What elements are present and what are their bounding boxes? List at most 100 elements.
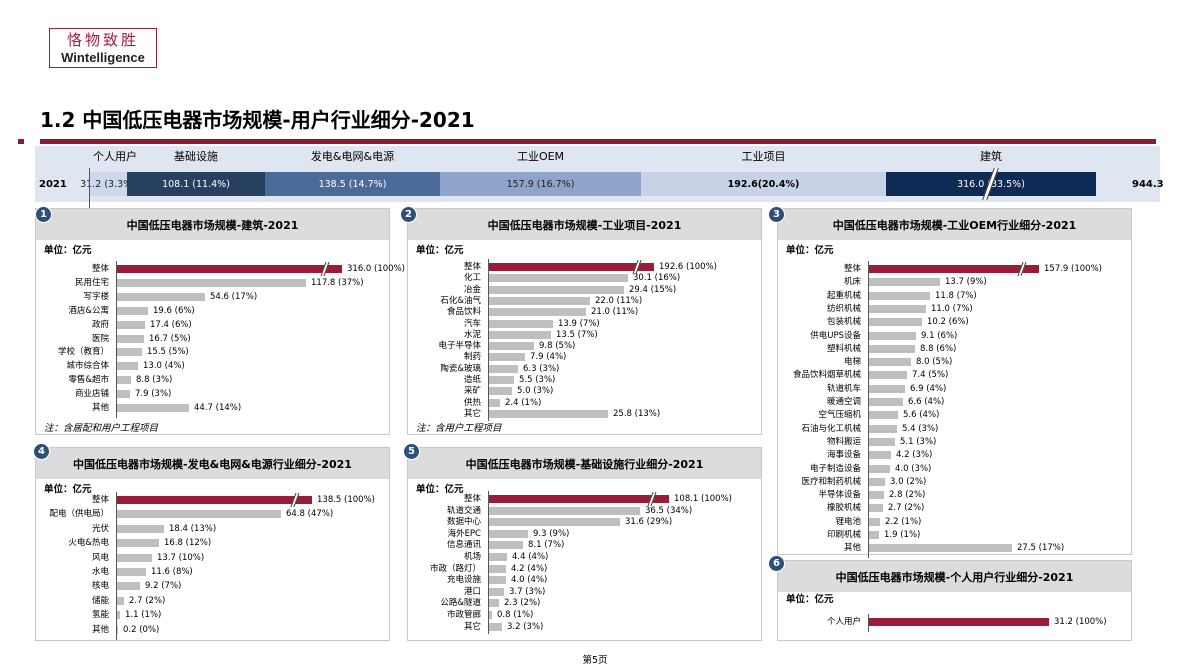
bar-value: 2.7 (2%) (129, 595, 166, 606)
data-bar (869, 424, 897, 433)
panel-number-badge: 3 (768, 206, 785, 223)
bar-value: 316.0 (100%) (347, 264, 405, 274)
data-bar (489, 263, 654, 271)
row-label: 信息通讯 (446, 540, 481, 551)
bar-value: 108.1 (100%) (674, 494, 732, 504)
overview-segment-label: 发电&电网&电源 (310, 150, 395, 163)
bar-value: 7.9 (3%) (135, 389, 172, 400)
panel-number-badge: 6 (768, 555, 785, 572)
data-bar (489, 553, 507, 561)
overview-segment-label: 建筑 (980, 150, 1002, 163)
row-label: 包装机械 (826, 317, 861, 328)
row-label: 市政管廊 (446, 610, 481, 620)
data-bar (117, 611, 120, 620)
bar-value: 13.5 (7%) (556, 329, 598, 340)
title-rule-marker (18, 139, 24, 144)
bar-value: 30.1 (16%) (633, 273, 681, 284)
row-label: 电子半导体 (438, 341, 481, 352)
overview-segment: 31.2 (3.3%) (80, 172, 136, 196)
data-bar (869, 491, 884, 500)
bar-value: 0.8 (1%) (497, 610, 534, 620)
bar-value: 18.4 (13%) (169, 523, 217, 534)
panel-axis (868, 261, 869, 558)
bar-value: 4.2 (4%) (511, 563, 548, 574)
data-bar (117, 625, 118, 634)
data-bar (117, 539, 159, 548)
bar-value: 4.0 (3%) (895, 463, 932, 474)
breakdown-panel: 中国低压电器市场规模-工业OEM行业细分-2021 单位：亿元 整体 157.9 (1… (777, 208, 1132, 558)
row-label: 食品饮料 (446, 307, 481, 318)
data-bar (869, 531, 879, 539)
bar-value: 31.6 (29%) (625, 517, 673, 528)
data-bar (869, 318, 922, 327)
title-rule (40, 139, 1156, 144)
overview-segment: 108.1 (11.4%) (127, 172, 265, 196)
bar-value: 5.6 (4%) (903, 410, 940, 421)
bar-value: 3.0 (2%) (890, 476, 927, 487)
bar-value: 3.2 (3%) (507, 621, 544, 632)
row-label: 其他 (91, 624, 109, 635)
bar-value: 54.6 (17%) (210, 291, 258, 302)
row-label: 城市综合体 (66, 361, 109, 372)
row-label: 政府 (91, 319, 109, 330)
data-bar (117, 376, 131, 385)
overview-segment-value: 31.2 (3.3%) (80, 178, 136, 190)
data-bar (489, 296, 590, 305)
row-label: 学校（教育） (57, 347, 109, 358)
data-bar (869, 291, 930, 300)
row-label: 机床 (843, 277, 861, 288)
breakdown-panel: 中国低压电器市场规模-工业项目-2021 单位：亿元 注：含用户工程项目 整体 192.… (407, 208, 762, 435)
row-label: 轨道交通 (446, 505, 481, 516)
panel-title: 中国低压电器市场规模-个人用户行业细分-2021 (778, 561, 1131, 592)
data-bar (869, 544, 1012, 553)
row-label: 写字楼 (83, 291, 109, 302)
row-label: 印刷机械 (826, 530, 861, 540)
panel-axis (116, 492, 117, 640)
data-bar (117, 348, 142, 357)
panel-axis (116, 261, 117, 418)
bar-value: 157.9 (100%) (1044, 264, 1102, 274)
overview-segment: 157.9 (16.7%) (440, 172, 641, 196)
row-label: 化工 (463, 273, 481, 284)
bar-value: 29.4 (15%) (629, 284, 677, 295)
data-bar (117, 320, 145, 329)
row-label: 个人用户 (826, 617, 861, 627)
row-label: 轨道机车 (826, 383, 861, 394)
bar-value: 31.2 (100%) (1054, 617, 1107, 627)
bar-value: 8.8 (6%) (920, 343, 957, 354)
overview-segment-label: 基础设施 (174, 150, 218, 163)
row-label: 采矿 (463, 386, 481, 397)
row-label: 市政（路灯） (429, 563, 481, 574)
overview-segment-label: 工业OEM (516, 150, 565, 163)
bar-value: 11.6 (8%) (151, 567, 193, 577)
bar-value: 16.8 (12%) (164, 538, 212, 549)
data-bar (489, 611, 492, 619)
panel-axis (488, 491, 489, 635)
bar-value: 2.2 (1%) (885, 516, 922, 527)
row-label: 海外EPC (447, 528, 481, 539)
bar-value: 10.2 (6%) (927, 317, 969, 328)
data-bar (869, 451, 891, 460)
row-label: 石化&油气 (440, 295, 481, 306)
data-bar (489, 622, 502, 631)
row-label: 供热 (463, 397, 481, 408)
data-bar (869, 358, 911, 367)
row-label: 暖通空调 (826, 397, 861, 407)
panel-note: 注：含居配和用户工程项目 (44, 423, 159, 434)
data-bar (489, 587, 504, 596)
data-bar (117, 524, 164, 533)
panel-axis (488, 259, 489, 422)
data-bar (117, 265, 342, 273)
data-bar (869, 464, 890, 473)
bar-value: 8.1 (7%) (528, 540, 565, 551)
row-label: 空气压缩机 (818, 410, 861, 421)
overview-segment-label: 工业项目 (741, 150, 786, 163)
bar-value: 13.9 (7%) (558, 318, 600, 329)
row-label: 整体 (91, 264, 109, 274)
data-bar (489, 330, 551, 339)
bar-value: 6.6 (4%) (908, 397, 945, 407)
panel-title: 中国低压电器市场规模-基础设施行业细分-2021 (408, 448, 761, 479)
overview-segment-value: 192.6(20.4%) (727, 178, 800, 190)
bar-value: 5.0 (3%) (517, 386, 554, 397)
panel-number-badge: 4 (33, 443, 50, 460)
